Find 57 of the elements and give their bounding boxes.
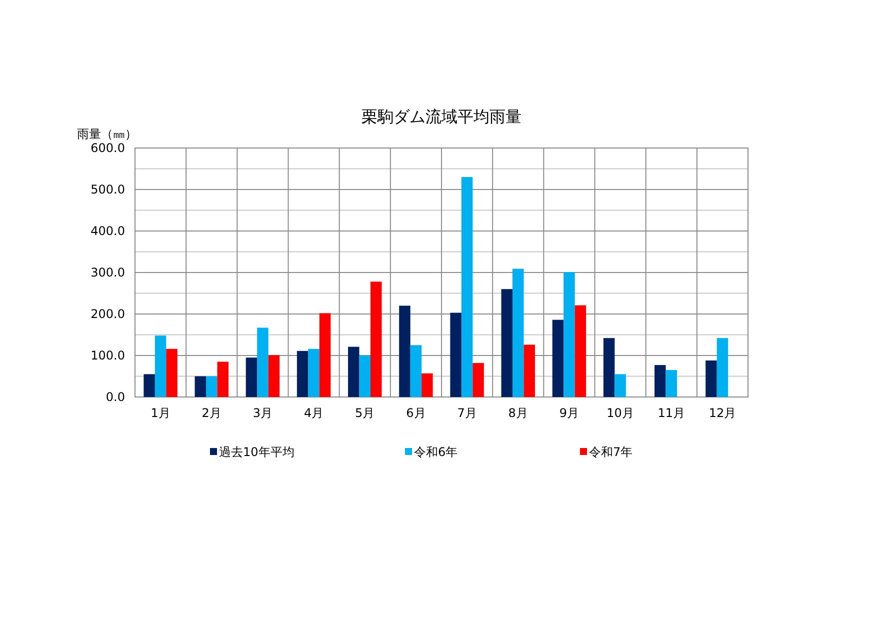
bar (706, 360, 717, 397)
bar (450, 312, 462, 397)
y-tick-label: 0.0 (106, 390, 125, 404)
bar (154, 336, 166, 397)
bar (166, 348, 178, 397)
bar (194, 376, 206, 397)
bar (319, 313, 331, 397)
bar (524, 344, 535, 397)
x-tick-label: 12月 (708, 406, 736, 420)
x-tick-label: 2月 (202, 406, 222, 420)
bar (296, 350, 308, 397)
bar (308, 348, 320, 397)
bar (603, 338, 615, 397)
bar (716, 338, 728, 397)
y-tick-label: 200.0 (90, 307, 125, 321)
x-tick-label: 7月 (457, 406, 477, 420)
bar (614, 374, 626, 397)
y-tick-label: 100.0 (90, 348, 125, 362)
bar (512, 268, 524, 397)
bar (246, 358, 258, 397)
bar (257, 328, 268, 397)
x-tick-label: 9月 (559, 406, 580, 420)
bar (268, 355, 280, 397)
chart-title: 栗駒ダム流域平均雨量 (362, 107, 522, 126)
bar (654, 365, 666, 397)
y-tick-label: 600.0 (90, 141, 125, 155)
bar (501, 289, 513, 397)
y-tick-label: 500.0 (90, 182, 125, 196)
bar (348, 346, 360, 397)
bar (666, 370, 677, 397)
legend-label: 令和6年 (414, 445, 458, 459)
bar (422, 373, 433, 397)
x-tick-label: 8月 (508, 406, 528, 420)
y-tick-label: 400.0 (90, 224, 125, 238)
bar (410, 345, 422, 397)
x-tick-label: 3月 (252, 406, 273, 420)
legend-label: 令和7年 (589, 445, 633, 459)
x-tick-label: 4月 (304, 406, 324, 420)
x-tick-label: 6月 (406, 406, 426, 420)
bar (461, 177, 473, 397)
legend-label: 過去10年平均 (219, 445, 294, 459)
bar (574, 305, 586, 397)
x-tick-label: 5月 (355, 406, 375, 420)
y-tick-label: 300.0 (90, 266, 125, 280)
x-tick-label: 11月 (658, 406, 686, 420)
bar (564, 272, 575, 397)
bar (552, 320, 564, 397)
bar (472, 362, 484, 397)
bar (399, 306, 410, 397)
bar (206, 376, 218, 397)
bar (144, 374, 155, 397)
x-tick-label: 1月 (150, 406, 170, 420)
bar (370, 282, 382, 397)
bar (359, 356, 370, 397)
x-tick-label: 10月 (606, 406, 634, 420)
bar (217, 362, 228, 397)
y-axis-title: 雨量（㎜） (77, 127, 137, 141)
